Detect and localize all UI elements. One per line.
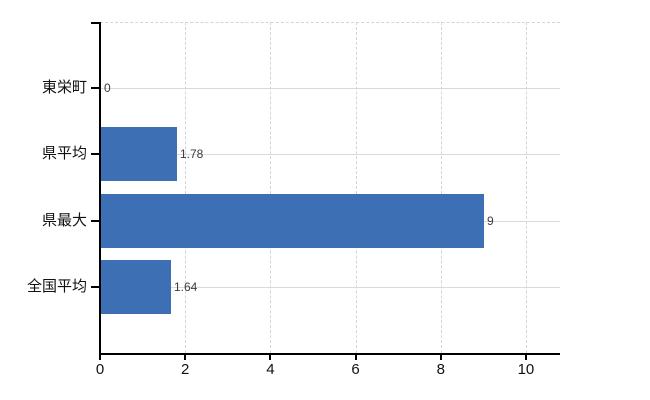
x-axis-tick <box>524 355 527 360</box>
x-axis-tick <box>184 355 187 360</box>
y-axis-tick <box>91 87 100 90</box>
gridline-horizontal <box>100 88 560 90</box>
bar-value-label: 0 <box>104 81 111 96</box>
y-axis-tick <box>91 153 100 156</box>
y-axis-end-tick <box>91 22 100 24</box>
bar <box>101 193 484 248</box>
gridline-horizontal <box>100 154 560 156</box>
plot-top-border <box>100 22 560 23</box>
bar-value-label: 1.64 <box>174 279 198 294</box>
gridline-horizontal <box>100 286 560 288</box>
x-axis-tick <box>354 355 357 360</box>
category-label: 県平均 <box>41 145 87 163</box>
x-axis-tick <box>439 355 442 360</box>
x-tick-label: 0 <box>95 361 105 378</box>
x-tick-label: 2 <box>181 361 190 378</box>
x-tick-label: 6 <box>351 361 360 378</box>
gridline-vertical <box>355 22 357 353</box>
x-axis-tick <box>99 355 101 360</box>
x-axis <box>99 353 560 355</box>
y-axis-tick <box>91 285 100 288</box>
y-axis <box>99 22 101 355</box>
category-label: 東栄町 <box>41 79 87 97</box>
gridline-vertical <box>185 22 187 353</box>
y-axis-tick <box>91 219 100 222</box>
bar <box>101 127 177 182</box>
gridline-vertical <box>525 22 527 353</box>
category-label: 全国平均 <box>26 277 87 295</box>
x-axis-tick <box>269 355 272 360</box>
gridline-vertical <box>440 22 442 353</box>
bar <box>101 259 171 314</box>
category-label: 県最大 <box>41 211 87 229</box>
gridline-vertical <box>270 22 272 353</box>
bar-value-label: 1.78 <box>180 147 204 162</box>
x-tick-label: 4 <box>266 361 275 378</box>
bar-value-label: 9 <box>487 213 494 228</box>
x-tick-label: 8 <box>436 361 445 378</box>
x-tick-label: 10 <box>517 361 535 378</box>
